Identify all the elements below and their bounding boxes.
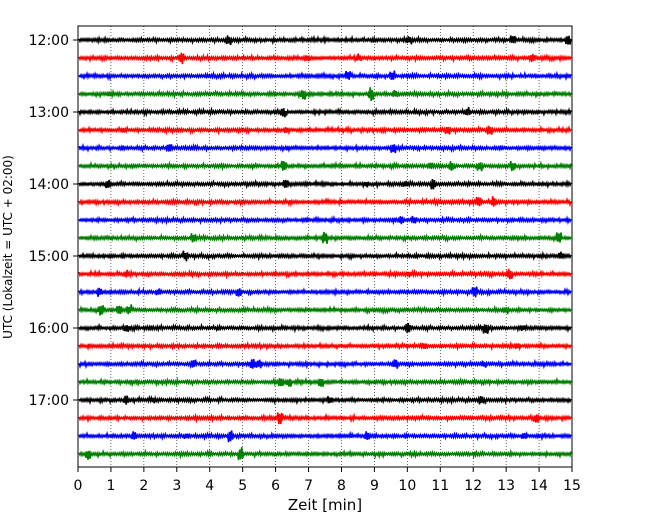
y-tick-label: 13:00 xyxy=(29,105,69,121)
trace-1245 xyxy=(78,87,572,101)
x-tick-label: 12 xyxy=(464,478,482,494)
x-axis: 0 1 2 3 4 5 6 7 8 9 10 11 12 13 14 15 xyxy=(74,467,581,494)
plot-frame xyxy=(77,25,573,468)
x-tick-label: 13 xyxy=(497,478,515,494)
trace-1330 xyxy=(78,142,572,154)
trace-1630 xyxy=(78,358,572,370)
x-tick-label: 5 xyxy=(238,478,247,494)
trace-1700 xyxy=(78,394,572,406)
trace-1300 xyxy=(78,106,572,118)
y-tick-label: 12:00 xyxy=(29,33,69,49)
trace-1200 xyxy=(78,34,572,46)
x-tick-label: 14 xyxy=(530,478,548,494)
y-tick-label: 17:00 xyxy=(29,393,69,409)
y-axis: 12:00 13:00 14:00 15:00 16:00 17:00 xyxy=(29,33,78,409)
trace-1230 xyxy=(78,70,572,82)
x-tick-label: 15 xyxy=(563,478,581,494)
x-tick-label: 4 xyxy=(205,478,214,494)
x-tick-label: 9 xyxy=(370,478,379,494)
x-tick-label: 10 xyxy=(398,478,416,494)
x-tick-label: 11 xyxy=(431,478,449,494)
x-tick-label: 8 xyxy=(337,478,346,494)
y-tick-label: 14:00 xyxy=(29,177,69,193)
trace-1515 xyxy=(78,268,572,280)
trace-1400 xyxy=(78,178,572,190)
y-axis-label: UTC (Lokalzeit = UTC + 02:00) xyxy=(1,155,15,339)
x-tick-label: 7 xyxy=(304,478,313,494)
trace-1315 xyxy=(78,124,572,136)
seismic-traces xyxy=(78,34,572,461)
x-tick-label: 0 xyxy=(74,478,83,494)
trace-1745 xyxy=(78,447,572,461)
x-tick-label: 3 xyxy=(172,478,181,494)
trace-1600 xyxy=(78,322,572,334)
trace-1730 xyxy=(78,430,572,443)
y-tick-label: 15:00 xyxy=(29,249,69,265)
x-tick-label: 1 xyxy=(106,478,115,494)
trace-1445 xyxy=(78,231,572,244)
trace-1645 xyxy=(78,376,572,388)
x-tick-label: 2 xyxy=(139,478,148,494)
y-tick-label: 16:00 xyxy=(29,321,69,337)
trace-1345 xyxy=(78,160,572,172)
trace-1415 xyxy=(78,196,572,208)
trace-1530 xyxy=(78,286,572,298)
trace-1430 xyxy=(78,214,572,226)
x-axis-label: Zeit [min] xyxy=(288,496,362,514)
trace-1615 xyxy=(78,340,572,352)
trace-1715 xyxy=(78,412,572,425)
x-tick-label: 6 xyxy=(271,478,280,494)
trace-1545 xyxy=(78,304,572,316)
trace-1500 xyxy=(78,250,572,262)
trace-1215 xyxy=(78,52,572,65)
